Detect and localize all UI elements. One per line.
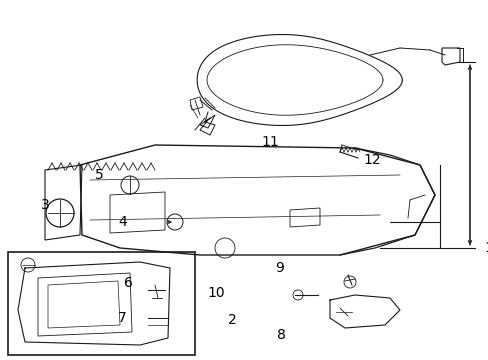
- Text: 6: 6: [123, 276, 132, 290]
- Text: 3: 3: [41, 198, 49, 212]
- Text: 12: 12: [363, 153, 381, 167]
- Text: 9: 9: [274, 261, 284, 275]
- Text: 11: 11: [261, 135, 279, 149]
- Text: 5: 5: [95, 168, 103, 182]
- Text: 1: 1: [484, 241, 488, 255]
- Text: 7: 7: [118, 311, 127, 325]
- Text: 10: 10: [206, 286, 224, 300]
- Text: 4: 4: [118, 215, 127, 229]
- Text: 2: 2: [228, 313, 237, 327]
- Text: 8: 8: [276, 328, 285, 342]
